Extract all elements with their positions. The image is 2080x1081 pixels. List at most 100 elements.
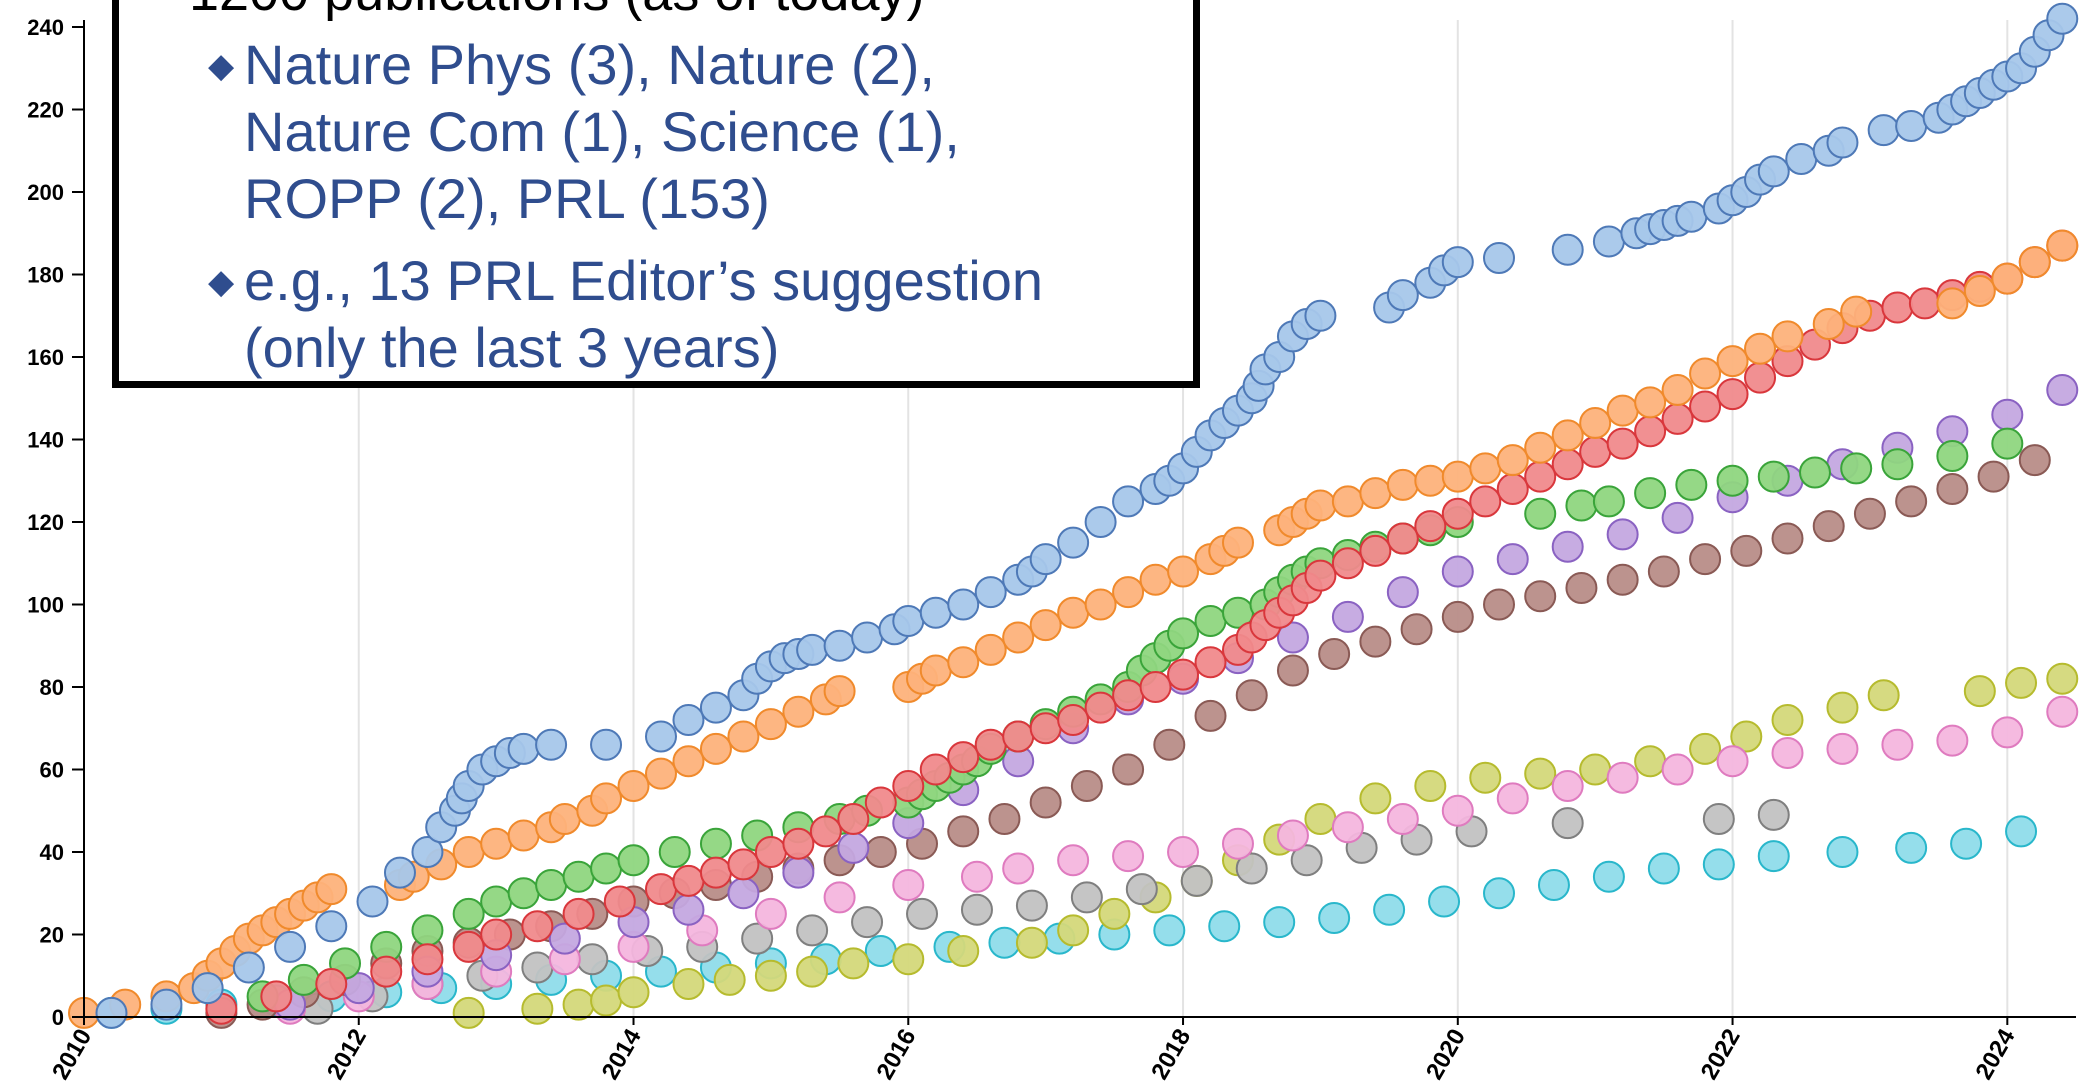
data-point <box>1112 576 1145 609</box>
data-point <box>1895 831 1928 864</box>
data-point <box>1373 893 1406 926</box>
data-point <box>1290 844 1323 877</box>
data-point <box>919 753 952 786</box>
data-point <box>507 877 540 910</box>
data-point <box>1304 299 1337 332</box>
data-point <box>754 836 787 868</box>
data-point <box>1194 646 1227 679</box>
data-point <box>1483 242 1516 274</box>
data-point <box>2046 662 2079 695</box>
data-point <box>315 873 348 906</box>
data-point <box>1029 712 1062 745</box>
data-point <box>1592 225 1625 258</box>
data-point <box>1318 638 1351 670</box>
data-point <box>1331 600 1364 633</box>
data-point <box>1757 460 1790 493</box>
data-point <box>617 976 650 1009</box>
data-point <box>837 831 870 864</box>
data-point <box>562 988 595 1021</box>
data-point <box>1386 576 1419 609</box>
data-point <box>1386 279 1419 312</box>
data-point <box>947 815 980 848</box>
data-point <box>1551 807 1584 840</box>
data-point <box>1359 534 1392 567</box>
data-point <box>1634 477 1667 510</box>
journal-line-1: Nature Phys (3), Nature (2), <box>244 33 935 96</box>
data-point <box>1057 704 1090 736</box>
data-point <box>1002 852 1035 885</box>
y-tick-label: 20 <box>40 923 64 948</box>
data-point <box>1414 770 1447 802</box>
y-tick-label: 100 <box>27 593 64 618</box>
editor-line-2: (only the last 3 years) <box>244 316 780 379</box>
data-point <box>1812 510 1845 543</box>
data-point <box>2046 374 2079 406</box>
data-point <box>521 992 554 1025</box>
data-point <box>1441 794 1474 827</box>
data-point <box>754 708 787 741</box>
data-point <box>1276 621 1309 654</box>
data-point <box>1551 530 1584 563</box>
data-point <box>947 588 980 621</box>
data-point <box>1661 402 1694 435</box>
data-point <box>1125 873 1158 906</box>
data-point <box>1991 427 2024 460</box>
data-point <box>617 844 650 877</box>
data-point <box>1112 753 1145 786</box>
data-point <box>1057 526 1090 559</box>
publications-summary-box: 1200 publications (as of today) ◆ Nature… <box>112 0 1200 388</box>
data-point <box>1716 378 1749 411</box>
data-series <box>95 2 2079 1029</box>
data-point <box>1428 885 1461 918</box>
x-tick-label: 2024 <box>1970 1024 2020 1081</box>
data-point <box>1565 572 1598 604</box>
y-tick-label: 240 <box>27 15 64 40</box>
data-point <box>1634 745 1667 778</box>
data-point <box>411 943 444 976</box>
y-tick-label: 120 <box>27 510 64 535</box>
diamond-bullet-icon: ◆ <box>208 263 235 301</box>
data-point <box>851 906 884 939</box>
data-point <box>672 893 705 926</box>
data-point <box>1084 588 1117 621</box>
data-point <box>782 856 815 889</box>
data-point <box>1524 431 1557 464</box>
data-point <box>1524 497 1557 530</box>
data-point <box>823 881 856 914</box>
data-point <box>1194 699 1227 732</box>
data-point <box>1551 419 1584 452</box>
data-point <box>644 873 677 906</box>
data-point <box>1908 287 1941 320</box>
data-point <box>1483 588 1516 621</box>
summary-title: 1200 publications (as of today) <box>189 0 924 23</box>
data-point <box>1002 720 1035 753</box>
data-point <box>1826 126 1859 159</box>
data-point <box>823 629 856 662</box>
data-point <box>1689 357 1722 390</box>
x-tick-label: 2012 <box>322 1025 372 1081</box>
journal-bullet: ◆ Nature Phys (3), Nature (2), Nature Co… <box>208 31 960 232</box>
data-point <box>1634 415 1667 448</box>
data-point <box>892 869 925 901</box>
data-point <box>1936 724 1969 757</box>
data-point <box>411 836 444 868</box>
data-point <box>919 654 952 687</box>
data-point <box>1991 262 2024 295</box>
data-point <box>1606 563 1639 596</box>
data-point <box>1414 464 1447 497</box>
data-point <box>1895 110 1928 142</box>
data-point <box>1744 361 1777 394</box>
data-point <box>480 885 513 918</box>
data-point <box>1936 287 1969 320</box>
data-point <box>864 935 897 967</box>
data-point <box>1153 914 1186 947</box>
data-point <box>507 732 540 765</box>
journal-line-2: Nature Com (1), Science (1), <box>244 100 960 163</box>
data-point <box>782 695 815 728</box>
data-point <box>1771 522 1804 555</box>
data-point <box>1084 691 1117 724</box>
data-point <box>1469 452 1502 485</box>
x-tick-label: 2018 <box>1146 1025 1196 1081</box>
data-point <box>1359 782 1392 815</box>
